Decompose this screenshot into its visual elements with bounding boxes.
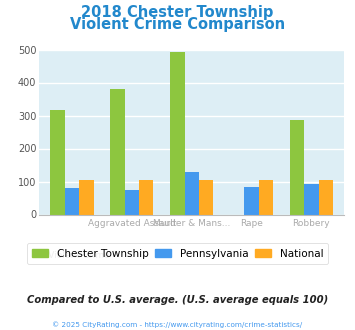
Text: Violent Crime Comparison: Violent Crime Comparison	[70, 16, 285, 31]
Bar	[199, 180, 213, 214]
Bar	[304, 184, 318, 214]
Bar	[185, 172, 199, 215]
Bar	[79, 180, 93, 214]
Legend: Chester Township, Pennsylvania, National: Chester Township, Pennsylvania, National	[27, 243, 328, 264]
Bar	[110, 89, 125, 214]
Text: © 2025 CityRating.com - https://www.cityrating.com/crime-statistics/: © 2025 CityRating.com - https://www.city…	[53, 322, 302, 328]
Bar	[65, 188, 79, 215]
Text: Compared to U.S. average. (U.S. average equals 100): Compared to U.S. average. (U.S. average …	[27, 295, 328, 305]
Bar	[125, 190, 139, 214]
Bar	[259, 180, 273, 214]
Bar	[290, 120, 304, 214]
Text: All Violent Crime: All Violent Crime	[34, 250, 110, 260]
Bar	[318, 180, 333, 214]
Bar	[50, 110, 65, 214]
Bar	[244, 187, 259, 214]
Bar	[170, 52, 185, 214]
Text: 2018 Chester Township: 2018 Chester Township	[81, 5, 274, 20]
Bar	[139, 180, 153, 214]
